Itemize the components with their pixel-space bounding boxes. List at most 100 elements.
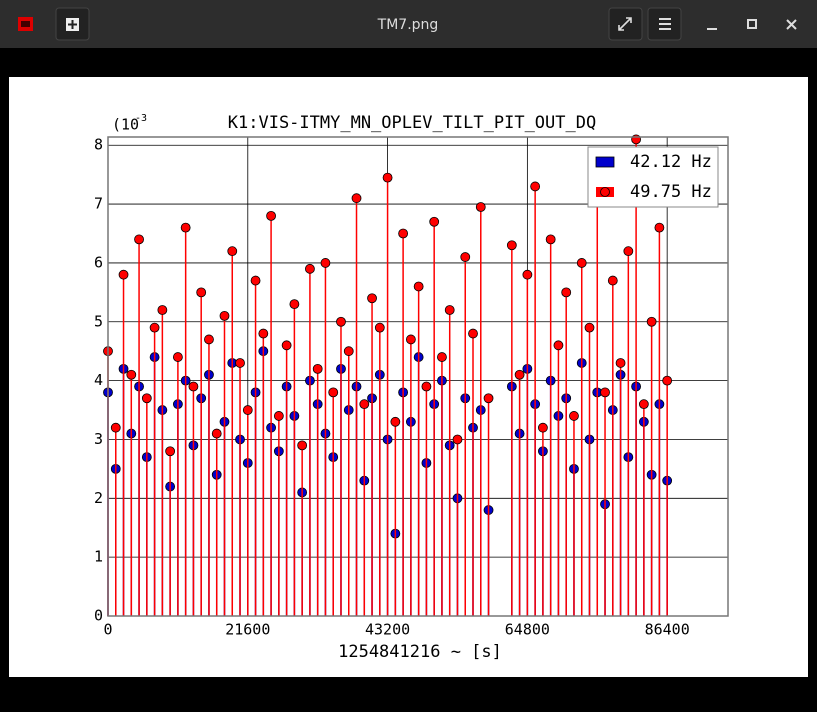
stem-marker bbox=[646, 316, 657, 327]
stem-marker bbox=[553, 340, 564, 351]
legend-marker bbox=[595, 156, 615, 168]
stem-marker bbox=[320, 258, 331, 268]
y-scale-label: (10 bbox=[112, 116, 139, 134]
stem-marker bbox=[390, 416, 401, 427]
stem-marker bbox=[654, 222, 665, 233]
stem-marker bbox=[235, 358, 245, 368]
stem-marker bbox=[600, 387, 610, 398]
stem-marker bbox=[196, 287, 207, 298]
stem-marker bbox=[336, 316, 346, 327]
plot: 0 1 2 3 4 5 6 7 8 0 21600 43200 64800 86400 42.12 Hz 49… bbox=[94, 134, 729, 639]
y-tick-label: 0 bbox=[94, 607, 103, 625]
stem-marker bbox=[266, 210, 276, 221]
y-tick-label: 7 bbox=[94, 195, 103, 213]
stem-marker bbox=[258, 328, 269, 339]
x-tick-label: 43200 bbox=[365, 621, 410, 639]
stem-marker bbox=[110, 422, 121, 433]
stem-marker bbox=[413, 281, 424, 292]
stem-marker bbox=[134, 234, 144, 245]
y-tick-label: 8 bbox=[94, 136, 103, 154]
stem-marker bbox=[460, 252, 471, 262]
chart-title: K1:VIS-ITMY_MN_OPLEV_TILT_PIT_OUT_DQ bbox=[228, 113, 596, 133]
stem-marker bbox=[506, 240, 517, 251]
plot-frame bbox=[107, 136, 729, 617]
stem-marker bbox=[180, 222, 191, 233]
stem-marker bbox=[437, 352, 447, 362]
y-tick-label: 4 bbox=[94, 371, 103, 389]
legend-label: 49.75 Hz bbox=[630, 182, 712, 202]
y-tick-label: 2 bbox=[94, 489, 103, 507]
x-tick-label: 21600 bbox=[225, 621, 270, 639]
stem-marker bbox=[545, 234, 556, 245]
stem-marker bbox=[468, 328, 478, 339]
legend-marker bbox=[600, 187, 610, 197]
stem-marker bbox=[638, 399, 649, 410]
stem-marker bbox=[149, 322, 160, 333]
x-tick-label: 64800 bbox=[505, 621, 550, 639]
stem-marker bbox=[514, 369, 525, 380]
stem-marker bbox=[429, 216, 440, 227]
stem-marker bbox=[126, 369, 137, 380]
x-tick-label: 86400 bbox=[645, 621, 690, 639]
stem-marker bbox=[141, 393, 152, 404]
stem-marker bbox=[305, 263, 315, 274]
stem-marker bbox=[281, 340, 292, 351]
stem-marker bbox=[328, 387, 339, 398]
stem-marker bbox=[405, 334, 416, 345]
maximize-button[interactable] bbox=[747, 19, 757, 29]
stem-marker bbox=[351, 193, 362, 204]
stem-marker bbox=[273, 411, 284, 421]
menu-button[interactable] bbox=[647, 7, 682, 41]
stem-marker bbox=[382, 172, 393, 183]
stem-marker bbox=[584, 322, 595, 333]
y-tick-label: 6 bbox=[94, 253, 103, 271]
x-axis-label: 1254841216 ~ [s] bbox=[338, 642, 502, 662]
stem-marker bbox=[188, 381, 199, 392]
stem-marker bbox=[538, 422, 548, 433]
stem-marker bbox=[367, 293, 377, 304]
stem-marker bbox=[172, 352, 183, 362]
stem-marker bbox=[289, 299, 300, 310]
stem-marker bbox=[576, 258, 587, 268]
stem-marker bbox=[607, 275, 618, 286]
stem-marker bbox=[398, 228, 409, 239]
stem-marker bbox=[623, 246, 634, 257]
stem-marker bbox=[242, 405, 253, 415]
stem-marker bbox=[421, 381, 432, 392]
app-icon bbox=[18, 17, 33, 31]
stem-marker bbox=[211, 428, 222, 439]
stem-marker bbox=[165, 446, 176, 457]
stem-marker bbox=[444, 305, 455, 315]
stem-marker bbox=[219, 310, 230, 321]
stem-marker bbox=[452, 434, 463, 445]
stem-marker bbox=[615, 358, 626, 368]
y-tick-label: 1 bbox=[94, 548, 103, 566]
window-title: TM7.png bbox=[377, 17, 439, 33]
stem-marker bbox=[204, 334, 214, 345]
new-button[interactable] bbox=[55, 7, 90, 41]
stem-marker bbox=[157, 305, 168, 315]
stem-marker bbox=[483, 393, 494, 404]
y-tick-label: 3 bbox=[94, 430, 103, 448]
stem-marker bbox=[227, 246, 238, 257]
stem-marker bbox=[530, 181, 541, 192]
stem-marker bbox=[561, 287, 572, 298]
stem-marker bbox=[569, 411, 579, 421]
stem-marker bbox=[343, 346, 354, 357]
stem-marker bbox=[118, 269, 129, 280]
legend-label: 42.12 Hz bbox=[630, 152, 712, 172]
stem-marker bbox=[359, 399, 370, 410]
stem-marker bbox=[631, 134, 642, 145]
stem-marker bbox=[297, 440, 308, 451]
stem-marker bbox=[250, 275, 261, 286]
stem-marker bbox=[662, 375, 673, 386]
y-tick-label: 5 bbox=[94, 312, 103, 330]
fullscreen-button[interactable] bbox=[608, 7, 643, 41]
stem-marker bbox=[522, 269, 533, 280]
stem-marker bbox=[312, 363, 323, 374]
y-scale-exponent: -3 bbox=[135, 113, 147, 124]
stem-marker bbox=[475, 202, 486, 212]
close-button[interactable] bbox=[786, 19, 797, 30]
